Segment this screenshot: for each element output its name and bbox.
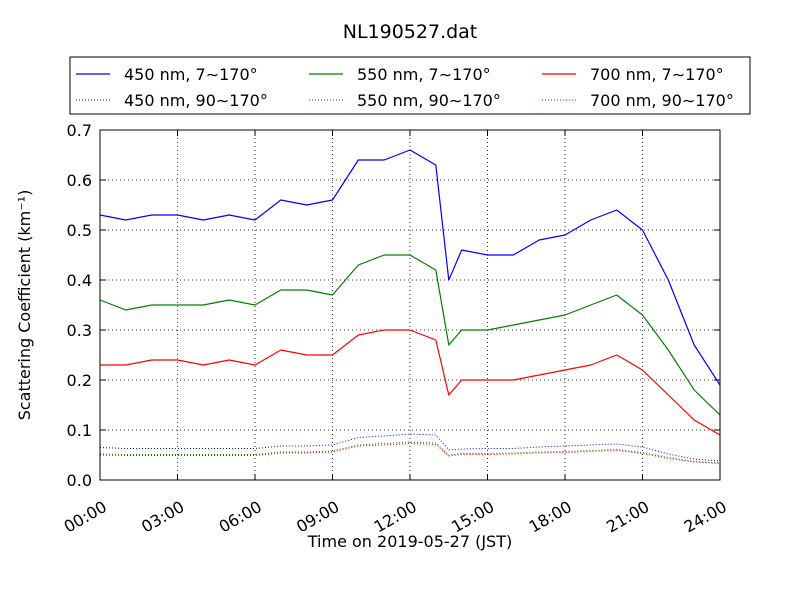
y-tick-label: 0.2 [67,371,92,390]
x-tick-label: 00:00 [61,497,110,537]
x-tick-label: 21:00 [603,497,652,537]
x-tick-label: 24:00 [681,497,730,537]
series-line-2 [99,254,721,416]
legend: 450 nm, 7∼170° 450 nm, 90∼170° 550 nm, 7∼1… [69,56,751,115]
x-tick-label: 06:00 [216,497,265,537]
x-tick-label: 12:00 [371,497,420,537]
chart-title: NL190527.dat [343,21,478,43]
y-tick-label: 0.5 [67,221,92,240]
x-tick-label: 15:00 [448,497,497,537]
plot-area: 00:00 03:00 06:00 09:00 12:00 15:00 18:00 21:00… [61,121,730,537]
y-axis-title: Scattering Coefficient (km⁻¹) [15,190,34,421]
legend-label: 550 nm, 7∼170° [357,65,491,84]
y-tick-label: 0.4 [67,271,92,290]
y-tick-label: 0.6 [67,171,92,190]
y-tick-label: 0.0 [67,471,92,490]
legend-label: 700 nm, 7∼170° [590,65,724,84]
y-tick-label: 0.1 [67,421,92,440]
series-line-0 [99,149,721,386]
series-line-1 [99,433,721,462]
x-tick-label: 18:00 [526,497,575,537]
series-line-4 [100,329,721,436]
legend-label: 700 nm, 90∼170° [590,91,734,110]
y-tick-label: 0.3 [67,321,92,340]
x-tick-label: 03:00 [138,497,187,537]
x-axis-title: Time on 2019-05-27 (JST) [307,532,512,551]
legend-box [69,56,751,115]
x-tick-label: 09:00 [293,497,342,537]
legend-label: 450 nm, 7∼170° [124,65,258,84]
y-tick-label: 0.7 [67,121,92,140]
legend-label: 550 nm, 90∼170° [357,91,501,110]
legend-label: 450 nm, 90∼170° [124,91,268,110]
